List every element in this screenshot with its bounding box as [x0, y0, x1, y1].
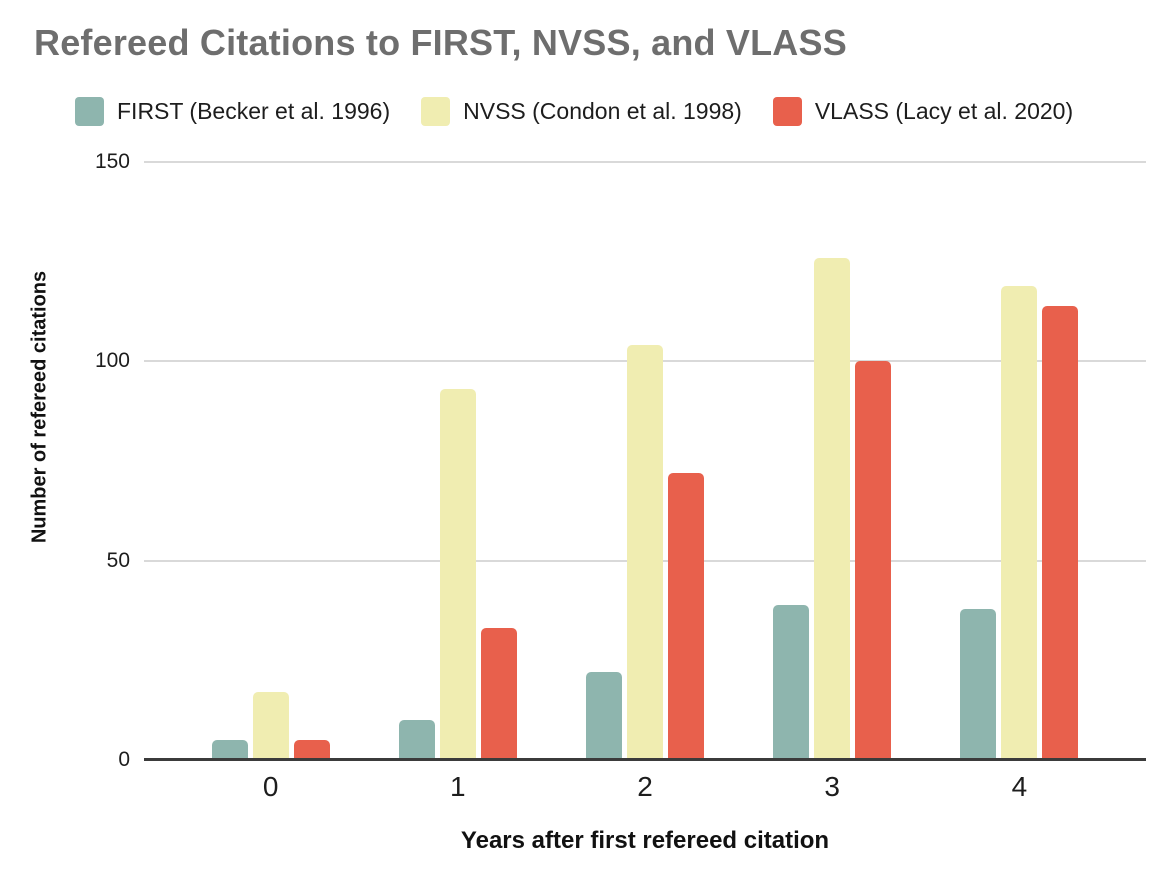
- y-tick-label-50: 50: [106, 548, 130, 572]
- bar-group-year-4: 4: [926, 162, 1113, 802]
- x-axis-title: Years after first refereed citation: [460, 827, 830, 854]
- bar-groups: 0 1 2 3 4: [144, 162, 1146, 802]
- x-tick-label-0: 0: [262, 771, 279, 802]
- bar-vlass-year-0: [293, 740, 330, 760]
- y-tick-label-0: 0: [118, 748, 130, 771]
- y-axis-tick-labels: 0 50 100 150: [0, 151, 130, 771]
- x-tick-label-1: 1: [450, 771, 466, 802]
- bar-vlass-year-2: [668, 473, 704, 760]
- bar-group-year-2: 2: [551, 162, 738, 802]
- x-tick-label-2: 2: [637, 771, 653, 802]
- bar-first-year-4: [960, 608, 997, 760]
- y-tick-label-150: 150: [94, 150, 130, 173]
- plot-area: 0 1 2 3 4: [144, 161, 1146, 802]
- bar-first-year-0: [211, 740, 248, 760]
- y-axis-title: Number of refereed citations: [28, 270, 51, 544]
- bar-nvss-year-1: [439, 389, 476, 760]
- bar-nvss-year-3: [814, 257, 851, 760]
- y-tick-label-100: 100: [94, 349, 130, 373]
- bar-nvss-year-4: [1001, 285, 1038, 760]
- x-axis-line: [144, 758, 1146, 761]
- bar-group-year-1: 1: [364, 162, 551, 802]
- x-tick-label-3: 3: [824, 771, 840, 802]
- chart-title: Refereed Citations to FIRST, NVSS, and V…: [34, 22, 847, 63]
- x-tick-label-4: 4: [1011, 771, 1028, 802]
- bar-nvss-year-2: [627, 345, 663, 760]
- legend-label-vlass: VLASS (Lacy et al. 2020): [814, 98, 1074, 124]
- bar-first-year-3: [773, 604, 810, 760]
- bar-vlass-year-4: [1042, 305, 1079, 760]
- legend-swatch-vlass: [772, 97, 802, 126]
- bar-first-year-1: [398, 720, 435, 760]
- bar-group-year-0: 0: [177, 162, 364, 802]
- bar-vlass-year-1: [480, 628, 517, 760]
- chart-legend: FIRST (Becker et al. 1996) NVSS (Condon …: [75, 97, 1073, 126]
- bar-first-year-2: [586, 672, 622, 760]
- legend-swatch-nvss: [421, 97, 451, 126]
- legend-label-first: FIRST (Becker et al. 1996): [117, 98, 391, 124]
- legend-swatch-first: [75, 97, 104, 126]
- bar-nvss-year-0: [252, 692, 289, 760]
- legend-item-vlass: VLASS (Lacy et al. 2020): [772, 97, 1074, 126]
- legend-label-nvss: NVSS (Condon et al. 1998): [463, 98, 742, 124]
- gridline-150: [144, 161, 1146, 163]
- bar-vlass-year-3: [855, 361, 892, 760]
- legend-item-first: FIRST (Becker et al. 1996): [75, 97, 390, 126]
- legend-item-nvss: NVSS (Condon et al. 1998): [421, 97, 742, 126]
- bar-group-year-3: 3: [739, 162, 926, 802]
